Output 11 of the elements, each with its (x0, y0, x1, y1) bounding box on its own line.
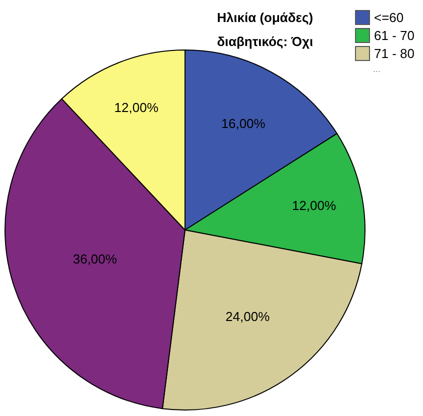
chart-title: Ηλικία (ομάδες) (217, 9, 314, 27)
data-label: 16,00% (221, 116, 266, 132)
legend-label: 61 - 70 (374, 28, 414, 42)
text: διαβητικός: Όχι (217, 33, 314, 51)
data-label: 36,00% (72, 252, 118, 267)
data-label: 24,00% (226, 308, 270, 324)
data-label: 12,00% (114, 100, 159, 116)
text: ... (373, 64, 382, 74)
data-label: 12,00% (292, 198, 337, 213)
legend-label: <=60 (374, 10, 404, 24)
legend-label: 71 - 80 (374, 46, 414, 60)
